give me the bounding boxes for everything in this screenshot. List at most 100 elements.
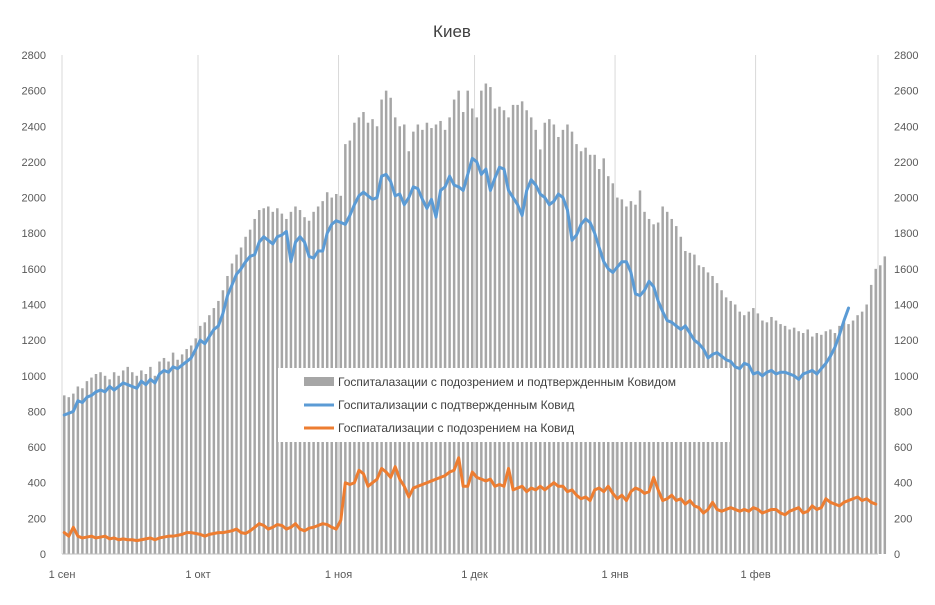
y-tick-label-right: 1400: [894, 300, 918, 312]
bar: [99, 372, 102, 554]
bar: [865, 304, 868, 554]
y-tick-label-left: 800: [28, 406, 46, 418]
bar: [783, 325, 787, 554]
bar: [588, 154, 592, 555]
bar: [421, 129, 424, 554]
bar: [176, 359, 179, 554]
bar: [774, 320, 778, 554]
bar: [398, 126, 401, 555]
bar: [869, 284, 873, 554]
bar: [883, 256, 887, 554]
bar: [112, 372, 116, 554]
y-tick-label-right: 800: [894, 406, 912, 418]
y-axis-left: 0 200 400 600 800 1000 1200 1400 1600 1800 2000 220…: [22, 50, 46, 561]
bar: [171, 352, 175, 554]
bar: [824, 331, 828, 554]
x-tick-label: 1 фев: [741, 569, 771, 581]
bar: [362, 112, 365, 555]
y-tick-label-right: 2800: [894, 50, 918, 62]
line-series-confirmed: [62, 156, 851, 417]
bar: [879, 265, 882, 554]
bar: [103, 375, 107, 554]
bar: [81, 388, 84, 554]
bar: [502, 110, 506, 554]
bar: [548, 119, 551, 555]
y-tick-label-right: 2200: [894, 157, 918, 169]
bar: [511, 104, 515, 555]
y-tick-label-right: 0: [894, 549, 900, 561]
bar: [498, 106, 501, 555]
bar: [534, 129, 537, 554]
bar: [851, 320, 855, 554]
bar: [815, 333, 819, 554]
y-tick-label-left: 1800: [22, 228, 46, 240]
bar: [738, 311, 741, 554]
bar: [393, 117, 397, 554]
y-tick-label-left: 2400: [22, 121, 46, 133]
bar: [806, 329, 809, 554]
bar: [121, 370, 125, 554]
bar: [597, 169, 601, 555]
bar: [860, 311, 864, 554]
bar: [167, 361, 170, 554]
bar: [63, 395, 66, 554]
y-tick-label-right: 1000: [894, 371, 918, 383]
bar: [733, 304, 737, 554]
y-tick-label-left: 1000: [22, 371, 46, 383]
bar: [520, 101, 524, 554]
bar: [507, 117, 510, 554]
legend: Госпиталазации с подозрением и подтвержд…: [278, 368, 730, 442]
bar: [557, 136, 560, 554]
bar: [94, 374, 98, 554]
bar: [529, 117, 533, 554]
bar: [371, 119, 374, 555]
bar: [747, 311, 751, 554]
bar: [752, 308, 755, 554]
y-tick-label-right: 600: [894, 442, 912, 454]
bar: [743, 315, 746, 554]
y-tick-label-left: 1400: [22, 300, 46, 312]
bar: [434, 124, 438, 554]
chart-title: Киев: [433, 22, 471, 41]
bar: [375, 126, 379, 555]
bar: [797, 331, 800, 554]
x-tick-label: 1 ноя: [325, 569, 352, 581]
y-tick-label-right: 400: [894, 478, 912, 490]
bar: [448, 117, 451, 554]
bar: [407, 151, 411, 554]
bar: [516, 104, 519, 555]
y-tick-label-left: 1200: [22, 335, 46, 347]
bar: [239, 247, 243, 554]
vertical-gridlines: [61, 55, 879, 554]
bar: [185, 349, 188, 554]
y-tick-label-right: 2600: [894, 86, 918, 98]
bar: [584, 147, 587, 554]
y-tick-label-left: 2600: [22, 86, 46, 98]
bar: [566, 124, 569, 554]
bar: [439, 120, 442, 555]
bar: [403, 124, 406, 554]
bar: [158, 361, 161, 554]
bar: [217, 300, 220, 554]
bar: [144, 374, 148, 554]
bar: [443, 129, 447, 554]
x-tick-label: 1 дек: [461, 569, 488, 581]
bar: [226, 275, 229, 554]
bar: [262, 208, 265, 554]
bar: [756, 313, 760, 554]
y-tick-label-left: 2000: [22, 193, 46, 205]
x-tick-label: 1 окт: [185, 569, 210, 581]
bar: [153, 375, 157, 554]
bar: [561, 129, 565, 554]
bar: [140, 370, 143, 554]
bar: [788, 329, 791, 554]
bar: [811, 336, 814, 554]
y-tick-label-left: 1600: [22, 264, 46, 276]
bar: [203, 322, 207, 554]
bar: [874, 268, 877, 554]
bar: [493, 108, 497, 554]
bar: [230, 263, 234, 554]
bar: [602, 158, 605, 554]
